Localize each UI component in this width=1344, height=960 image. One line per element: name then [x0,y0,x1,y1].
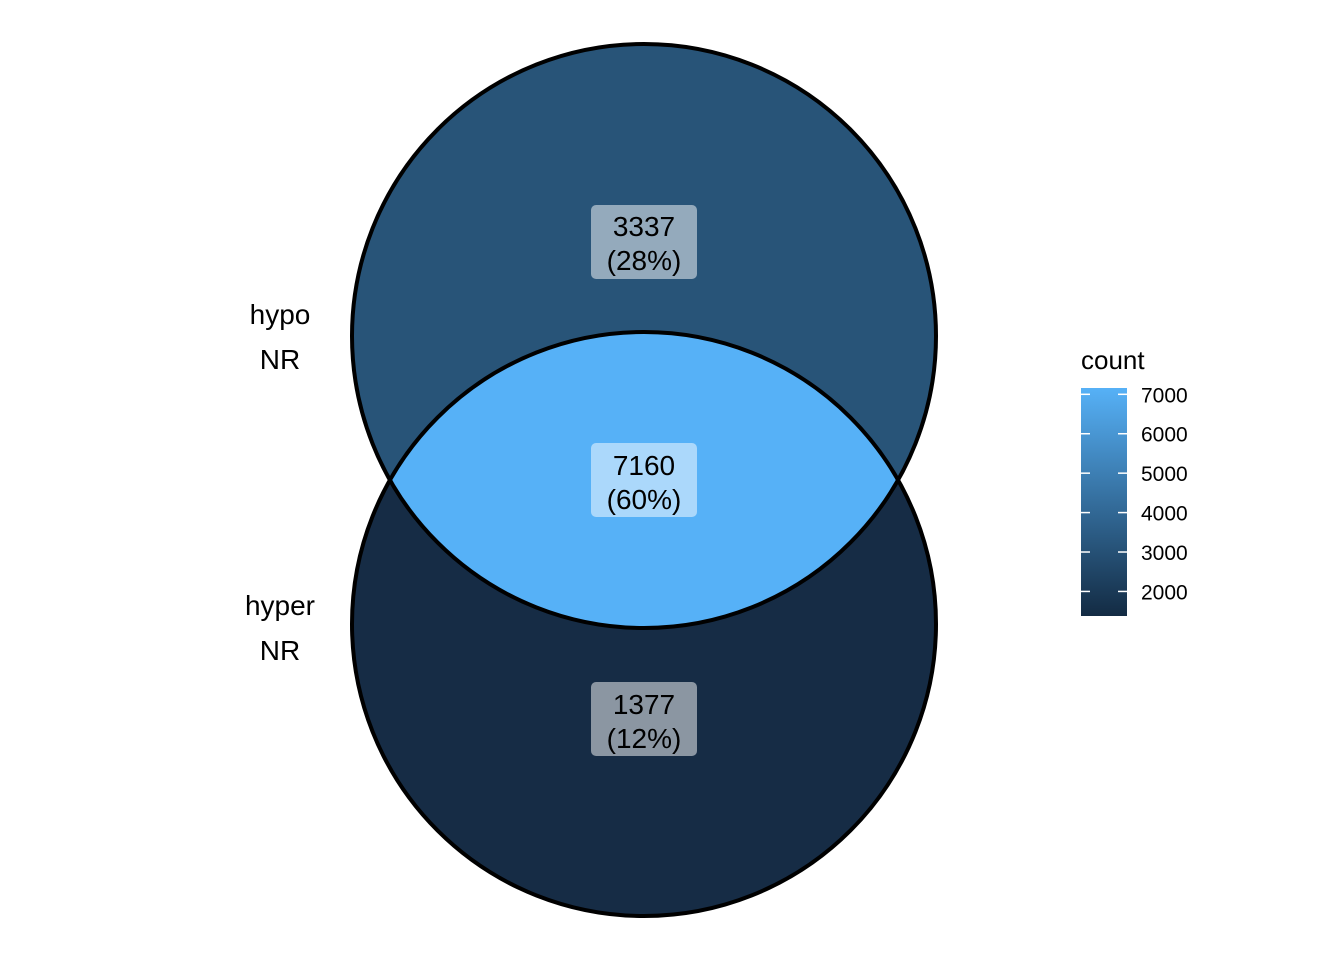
hypo-outline [350,42,938,630]
legend-tick-label: 7000 [1141,384,1188,407]
region-label-hyper-only: 1377 (12%) [591,682,697,756]
legend-tick-label: 5000 [1141,463,1188,486]
count-hyper-only: 1377 [613,689,675,720]
percent-hyper-only: (12%) [607,723,682,754]
percent-both: (60%) [607,484,682,515]
legend-tick-label: 3000 [1141,542,1188,565]
hyper-outline [350,330,938,918]
percent-hypo-only: (28%) [607,245,682,276]
set-label-hyper-line2: NR [260,635,300,666]
legend-tick-label: 4000 [1141,503,1188,526]
count-hypo-only: 3337 [613,211,675,242]
set-label-hyper-line1: hyper [245,590,315,621]
legend: count 7000 6000 5000 4000 3000 2000 [1081,345,1188,616]
legend-colorbar [1081,388,1127,616]
set-label-hypo-line1: hypo [250,299,311,330]
set-label-hypo-line2: NR [260,344,300,375]
legend-tick-label: 6000 [1141,424,1188,447]
legend-ticks: 7000 6000 5000 4000 3000 2000 [1081,384,1188,604]
intersection-region [352,332,936,628]
count-both: 7160 [613,450,675,481]
legend-title: count [1081,345,1145,375]
region-label-both: 7160 (60%) [591,443,697,517]
region-label-hypo-only: 3337 (28%) [591,205,697,279]
legend-tick-label: 2000 [1141,581,1188,604]
